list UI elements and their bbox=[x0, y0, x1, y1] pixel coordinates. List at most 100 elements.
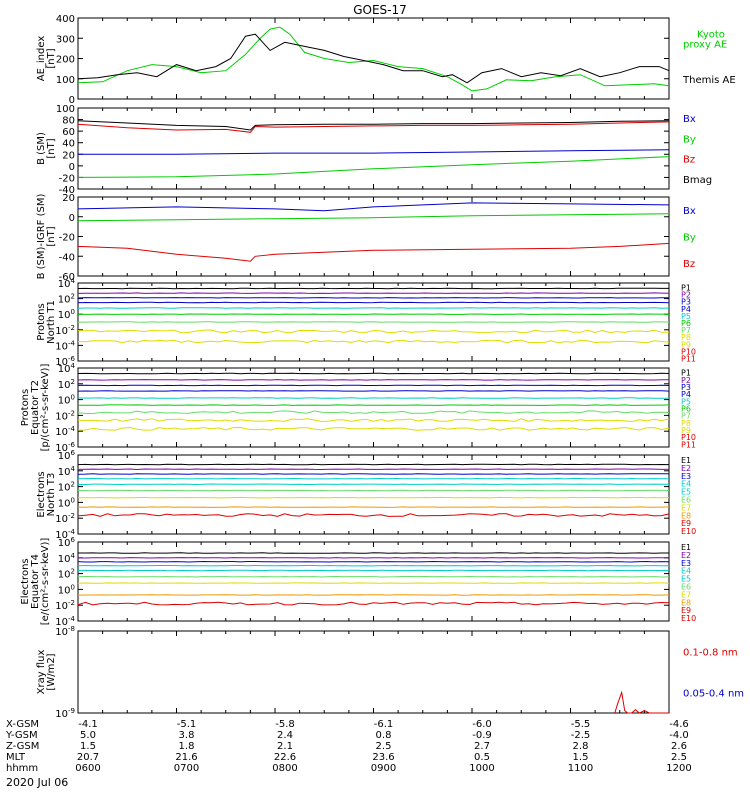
panel-frame bbox=[78, 542, 669, 621]
series-line bbox=[78, 157, 669, 178]
footer-value: 2.7 bbox=[474, 741, 490, 752]
footer-value: 2.8 bbox=[573, 741, 589, 752]
footer-value: -4.1 bbox=[78, 719, 98, 730]
channel-line bbox=[78, 411, 669, 414]
y-tick-label: 100 bbox=[56, 104, 75, 115]
y-tick-label: 0 bbox=[69, 162, 75, 173]
y-tick-label: 10-2 bbox=[55, 599, 75, 612]
date-label: 2020 Jul 06 bbox=[6, 776, 68, 789]
footer-value: 3.8 bbox=[179, 730, 195, 741]
y-tick-label: 10-4 bbox=[55, 339, 75, 352]
footer-value: 22.6 bbox=[274, 752, 296, 763]
legend-entry: Bz bbox=[683, 259, 695, 270]
panel-frame bbox=[78, 631, 669, 713]
footer-value: -5.1 bbox=[177, 719, 197, 730]
footer-value: 0900 bbox=[371, 763, 396, 774]
series-line bbox=[78, 203, 669, 211]
footer-value: 20.7 bbox=[77, 752, 99, 763]
footer-value: -4.6 bbox=[669, 719, 689, 730]
y-axis-label: B (SM)-IGRF (SM)[nT] bbox=[36, 194, 57, 280]
channel-line bbox=[78, 484, 669, 485]
y-tick-label: 100 bbox=[58, 496, 75, 509]
channel-line bbox=[78, 330, 669, 333]
y-tick-label: 102 bbox=[58, 293, 75, 306]
footer-value: -4.0 bbox=[669, 730, 689, 741]
y-tick-label: 80 bbox=[62, 116, 75, 127]
legend-entry: 0.05-0.4 nm bbox=[683, 689, 744, 700]
y-tick-label: 20 bbox=[62, 150, 75, 161]
channel-line bbox=[78, 570, 669, 571]
y-tick-label: 104 bbox=[58, 277, 76, 290]
legend-entry: Themis AE bbox=[682, 75, 736, 86]
legend-entry: Bx bbox=[683, 206, 696, 217]
y-tick-label: 0 bbox=[69, 213, 75, 224]
channel-line bbox=[78, 308, 669, 309]
footer-value: 0700 bbox=[174, 763, 199, 774]
channel-line bbox=[78, 398, 669, 399]
y-tick-label: 10-9 bbox=[55, 707, 75, 720]
footer-value: 2.1 bbox=[277, 741, 293, 752]
footer-value: 1.5 bbox=[573, 752, 589, 763]
y-tick-label: -40 bbox=[59, 252, 75, 263]
y-tick-label: 20 bbox=[62, 193, 75, 204]
channel-line bbox=[78, 288, 669, 289]
channel-line bbox=[78, 577, 669, 578]
y-tick-label: 10-2 bbox=[55, 512, 75, 525]
footer-value: 0600 bbox=[75, 763, 100, 774]
y-tick-label: 102 bbox=[58, 481, 75, 494]
y-tick-label: 10-2 bbox=[55, 324, 75, 337]
channel-line bbox=[78, 553, 669, 554]
footer-value: 5.0 bbox=[80, 730, 96, 741]
channel-line bbox=[78, 514, 669, 517]
y-tick-label: 100 bbox=[56, 75, 75, 86]
y-tick-label: 104 bbox=[58, 552, 76, 565]
y-tick-label: -20 bbox=[59, 233, 75, 244]
footer-value: 21.6 bbox=[175, 752, 197, 763]
footer-value: 1200 bbox=[666, 763, 691, 774]
channel-line bbox=[78, 405, 669, 406]
y-axis-label: B (SM)[nT] bbox=[36, 132, 57, 165]
y-tick-label: 106 bbox=[58, 536, 76, 549]
footer-value: -6.1 bbox=[374, 719, 394, 730]
y-tick-label: 106 bbox=[58, 449, 76, 462]
y-tick-label: 102 bbox=[58, 378, 75, 391]
y-axis-label: AE_index[nT] bbox=[36, 36, 57, 82]
footer-value: 0.5 bbox=[474, 752, 490, 763]
footer-value: 23.6 bbox=[372, 752, 394, 763]
footer-row-label: MLT bbox=[6, 752, 26, 763]
footer-row-label: Y-GSM bbox=[5, 730, 38, 741]
series-line bbox=[78, 34, 669, 83]
series-line bbox=[78, 214, 669, 221]
legend-entry: E10 bbox=[681, 527, 696, 536]
channel-line bbox=[78, 373, 669, 374]
footer-value: 1.5 bbox=[80, 741, 96, 752]
footer-value: 2.4 bbox=[277, 730, 293, 741]
y-tick-label: 400 bbox=[56, 14, 75, 25]
footer-value: -5.8 bbox=[275, 719, 295, 730]
channel-line bbox=[78, 380, 669, 381]
y-tick-label: 200 bbox=[56, 55, 75, 66]
plot-title: GOES-17 bbox=[353, 3, 407, 17]
y-tick-label: 104 bbox=[58, 362, 76, 375]
legend-entry: 0.1-0.8 nm bbox=[683, 648, 738, 659]
y-tick-label: 102 bbox=[58, 568, 75, 581]
legend-entry: By bbox=[683, 233, 696, 244]
footer-value: 0.8 bbox=[376, 730, 392, 741]
legend-entry: P11 bbox=[681, 354, 696, 363]
y-tick-label: 10-4 bbox=[55, 425, 75, 438]
y-tick-label: 104 bbox=[58, 465, 76, 478]
channel-line bbox=[78, 595, 669, 596]
y-tick-label: 100 bbox=[58, 308, 75, 321]
legend-entry: E10 bbox=[681, 614, 696, 623]
y-axis-label: ProtonsNorth T1 bbox=[36, 300, 57, 344]
series-line bbox=[78, 122, 669, 132]
footer-value: 2.6 bbox=[671, 741, 687, 752]
